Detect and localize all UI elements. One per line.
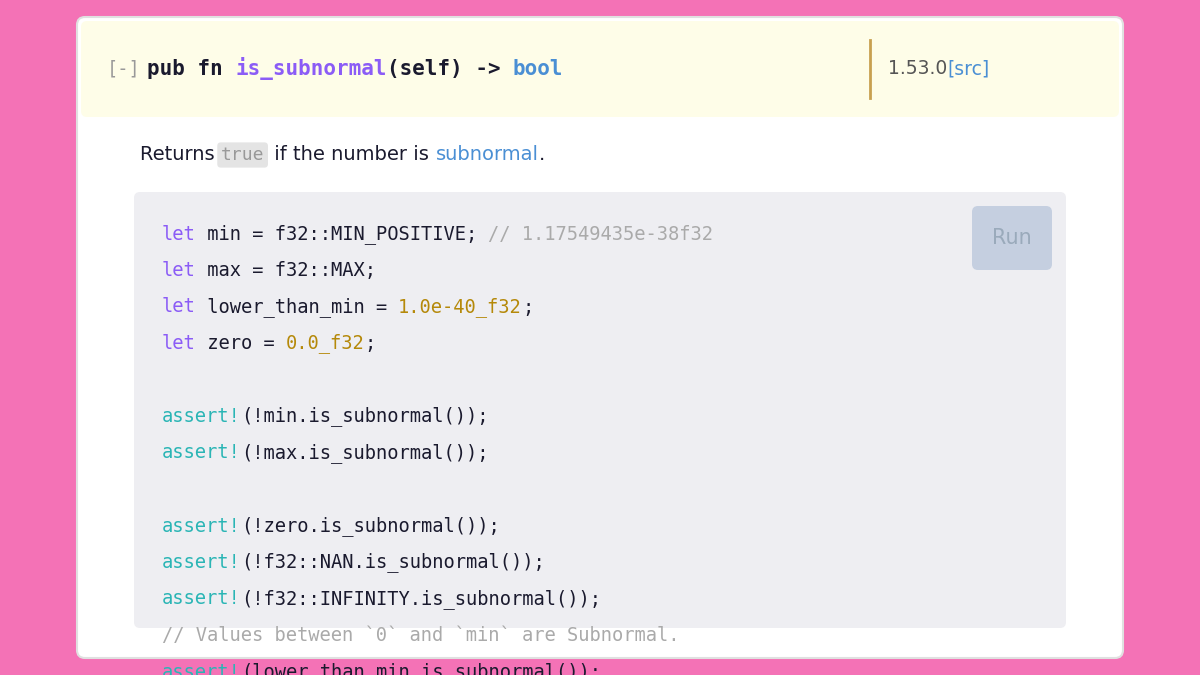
Text: if the number is: if the number is	[269, 146, 436, 165]
Text: 0.0_f32: 0.0_f32	[286, 333, 365, 354]
Text: assert!: assert!	[162, 443, 241, 462]
Text: let: let	[162, 334, 196, 353]
Text: pub fn: pub fn	[146, 59, 235, 79]
Text: // Values between `0` and `min` are Subnormal.: // Values between `0` and `min` are Subn…	[162, 626, 679, 645]
Text: max = f32::MAX;: max = f32::MAX;	[196, 261, 376, 280]
Text: 1.0e-40_f32: 1.0e-40_f32	[398, 297, 522, 317]
Text: bool: bool	[512, 59, 563, 79]
Text: (!f32::NAN.is_subnormal());: (!f32::NAN.is_subnormal());	[241, 553, 545, 572]
Text: (!zero.is_subnormal());: (!zero.is_subnormal());	[241, 516, 499, 536]
Text: assert!: assert!	[162, 407, 241, 426]
Text: Returns: Returns	[140, 146, 221, 165]
Text: ;: ;	[365, 334, 376, 353]
Text: ;: ;	[522, 298, 533, 317]
Text: let: let	[162, 298, 196, 317]
Text: let: let	[162, 261, 196, 280]
Text: assert!: assert!	[162, 516, 241, 535]
Text: // 1.17549435e-38f32: // 1.17549435e-38f32	[488, 225, 713, 244]
Text: .: .	[539, 146, 545, 165]
Text: Run: Run	[992, 228, 1032, 248]
Text: assert!: assert!	[162, 589, 241, 608]
FancyBboxPatch shape	[82, 21, 1120, 117]
Text: (!min.is_subnormal());: (!min.is_subnormal());	[241, 406, 488, 427]
Text: (!max.is_subnormal());: (!max.is_subnormal());	[241, 443, 488, 463]
Text: (self) ->: (self) ->	[386, 59, 512, 79]
FancyBboxPatch shape	[77, 17, 1123, 658]
Text: [src]: [src]	[947, 59, 990, 78]
Text: (lower_than_min.is_subnormal());: (lower_than_min.is_subnormal());	[241, 662, 601, 675]
Text: true: true	[221, 146, 264, 164]
Text: subnormal: subnormal	[436, 146, 539, 165]
Text: assert!: assert!	[162, 662, 241, 675]
FancyBboxPatch shape	[972, 206, 1052, 270]
Text: let: let	[162, 225, 196, 244]
FancyBboxPatch shape	[134, 192, 1066, 628]
Text: zero =: zero =	[196, 334, 286, 353]
Text: 1.53.0: 1.53.0	[888, 59, 947, 78]
Text: min = f32::MIN_POSITIVE;: min = f32::MIN_POSITIVE;	[196, 224, 488, 244]
Text: is_subnormal: is_subnormal	[235, 57, 386, 80]
Text: lower_than_min =: lower_than_min =	[196, 297, 398, 317]
Text: [-]: [-]	[107, 59, 140, 78]
Text: assert!: assert!	[162, 553, 241, 572]
Text: (!f32::INFINITY.is_subnormal());: (!f32::INFINITY.is_subnormal());	[241, 589, 601, 609]
